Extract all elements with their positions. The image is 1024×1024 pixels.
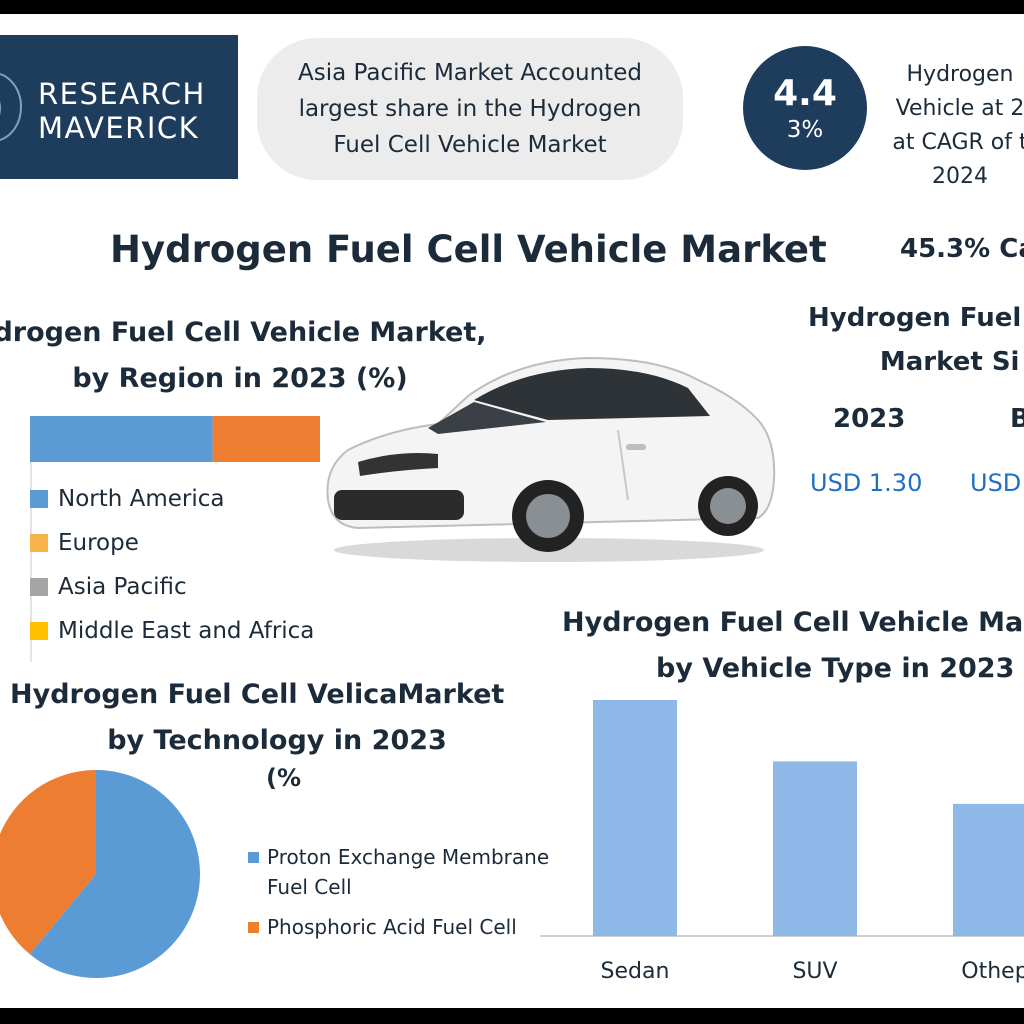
market-size-value-2023: USD 1.30 [810, 469, 923, 497]
market-size-title: Hydrogen Fuel Market Si [808, 296, 1021, 384]
region-stacked-bar [30, 416, 320, 462]
logo-line-2: MAVERICK [38, 111, 200, 145]
market-size-value-2: USD [970, 469, 1022, 497]
legend-label: Phosphoric Acid Fuel Cell [267, 915, 517, 939]
stat-note-line: at CAGR of t [892, 130, 1024, 155]
cagr-label: 45.3% Ca [900, 234, 1024, 264]
x-tick-label: SUV [792, 959, 837, 984]
vehicle-type-bar-chart: Sedan SUV Othep [540, 700, 1024, 984]
region-chart-title-line: drogen Fuel Cell Vehicle Market, [0, 317, 487, 348]
legend-item-north-america: North America [30, 486, 225, 512]
legend-swatch [30, 534, 48, 552]
technology-pie-chart [0, 770, 201, 978]
legend-swatch [248, 922, 259, 933]
pie-slice-proton-exchange-membrane-fuel-cell [29, 770, 201, 978]
bar-sedan [593, 700, 677, 936]
top-border [0, 0, 1024, 14]
technology-chart-title-line: by Technology in 2023 [107, 725, 447, 756]
stat-note: Hydrogen Vehicle at 2 at CAGR of t 2024 [870, 58, 1024, 194]
stat-circle: 4.4 3% [743, 46, 867, 170]
research-maverick-logo: RESEARCH MAVERICK [0, 35, 238, 179]
pie-slice-phosphoric-acid-fuel-cell [0, 770, 96, 955]
region-bar-segment-north-america [30, 416, 213, 462]
legend-label: Fuel Cell [267, 875, 352, 899]
market-size-title-line: Market Si [879, 347, 1020, 377]
x-tick-label: Othep [961, 959, 1024, 984]
legend-label: Proton Exchange Membrane [267, 845, 550, 869]
region-bar-segment-europe [212, 416, 320, 462]
stat-small-number: 3% [786, 117, 824, 143]
legend-label: Asia Pacific [58, 574, 187, 600]
stat-note-line: 2024 [932, 164, 988, 189]
x-tick-label: Sedan [601, 959, 670, 984]
stat-note-line: Hydrogen [906, 62, 1014, 87]
vehicle-type-chart-title-line: by Vehicle Type in 2023 (( [656, 653, 1024, 684]
bar-suv [773, 761, 857, 936]
legend-label: Europe [58, 530, 139, 556]
legend-swatch [30, 490, 48, 508]
market-size-year-2: B [1010, 404, 1024, 434]
region-chart-title: drogen Fuel Cell Vehicle Market, by Regi… [0, 310, 490, 402]
globe-logo-icon [0, 73, 22, 141]
technology-chart-title: Hydrogen Fuel Cell VelicaMarket by Techn… [10, 672, 505, 764]
callout-text: Asia Pacific Market Accounted largest sh… [298, 60, 642, 158]
legend-swatch [30, 622, 48, 640]
region-chart-title-line: by Region in 2023 (%) [72, 363, 408, 394]
logo-line-1: RESEARCH [38, 77, 206, 111]
market-size-title-line: Hydrogen Fuel [808, 303, 1022, 333]
technology-chart-subtitle: (% [266, 764, 302, 792]
asia-pacific-callout: Asia Pacific Market Accounted largest sh… [257, 38, 683, 180]
legend-item-middle-east-africa: Middle East and Africa [30, 618, 314, 644]
legend-item-phosphoric-acid-fuel-cell: Phosphoric Acid Fuel Cell [248, 912, 517, 942]
stat-big-number: 4.4 [773, 73, 837, 114]
logo-wordmark: RESEARCH MAVERICK [38, 77, 206, 145]
vehicle-type-chart-title-line: Hydrogen Fuel Cell Vehicle MarV [562, 607, 1024, 638]
vehicle-type-chart-title: Hydrogen Fuel Cell Vehicle MarV by Vehic… [562, 600, 1024, 692]
legend-swatch [248, 852, 259, 863]
legend-swatch [30, 578, 48, 596]
stat-note-line: Vehicle at 2 [895, 96, 1024, 121]
bottom-border [0, 1008, 1024, 1024]
technology-chart-title-line: Hydrogen Fuel Cell VelicaMarket [10, 679, 505, 710]
region-axis-line [30, 462, 32, 662]
market-size-year-2023: 2023 [833, 404, 906, 434]
bar-othep [953, 803, 1024, 936]
legend-label: North America [58, 486, 225, 512]
legend-label: Middle East and Africa [58, 618, 315, 644]
white-sedan-car-image [326, 356, 776, 562]
legend-item-asia-pacific: Asia Pacific [30, 574, 187, 600]
legend-item-pem-fuel-cell: Proton Exchange Membrane Fuel Cell [248, 842, 549, 902]
legend-item-europe: Europe [30, 530, 139, 556]
page-title: Hydrogen Fuel Cell Vehicle Market [110, 228, 827, 271]
